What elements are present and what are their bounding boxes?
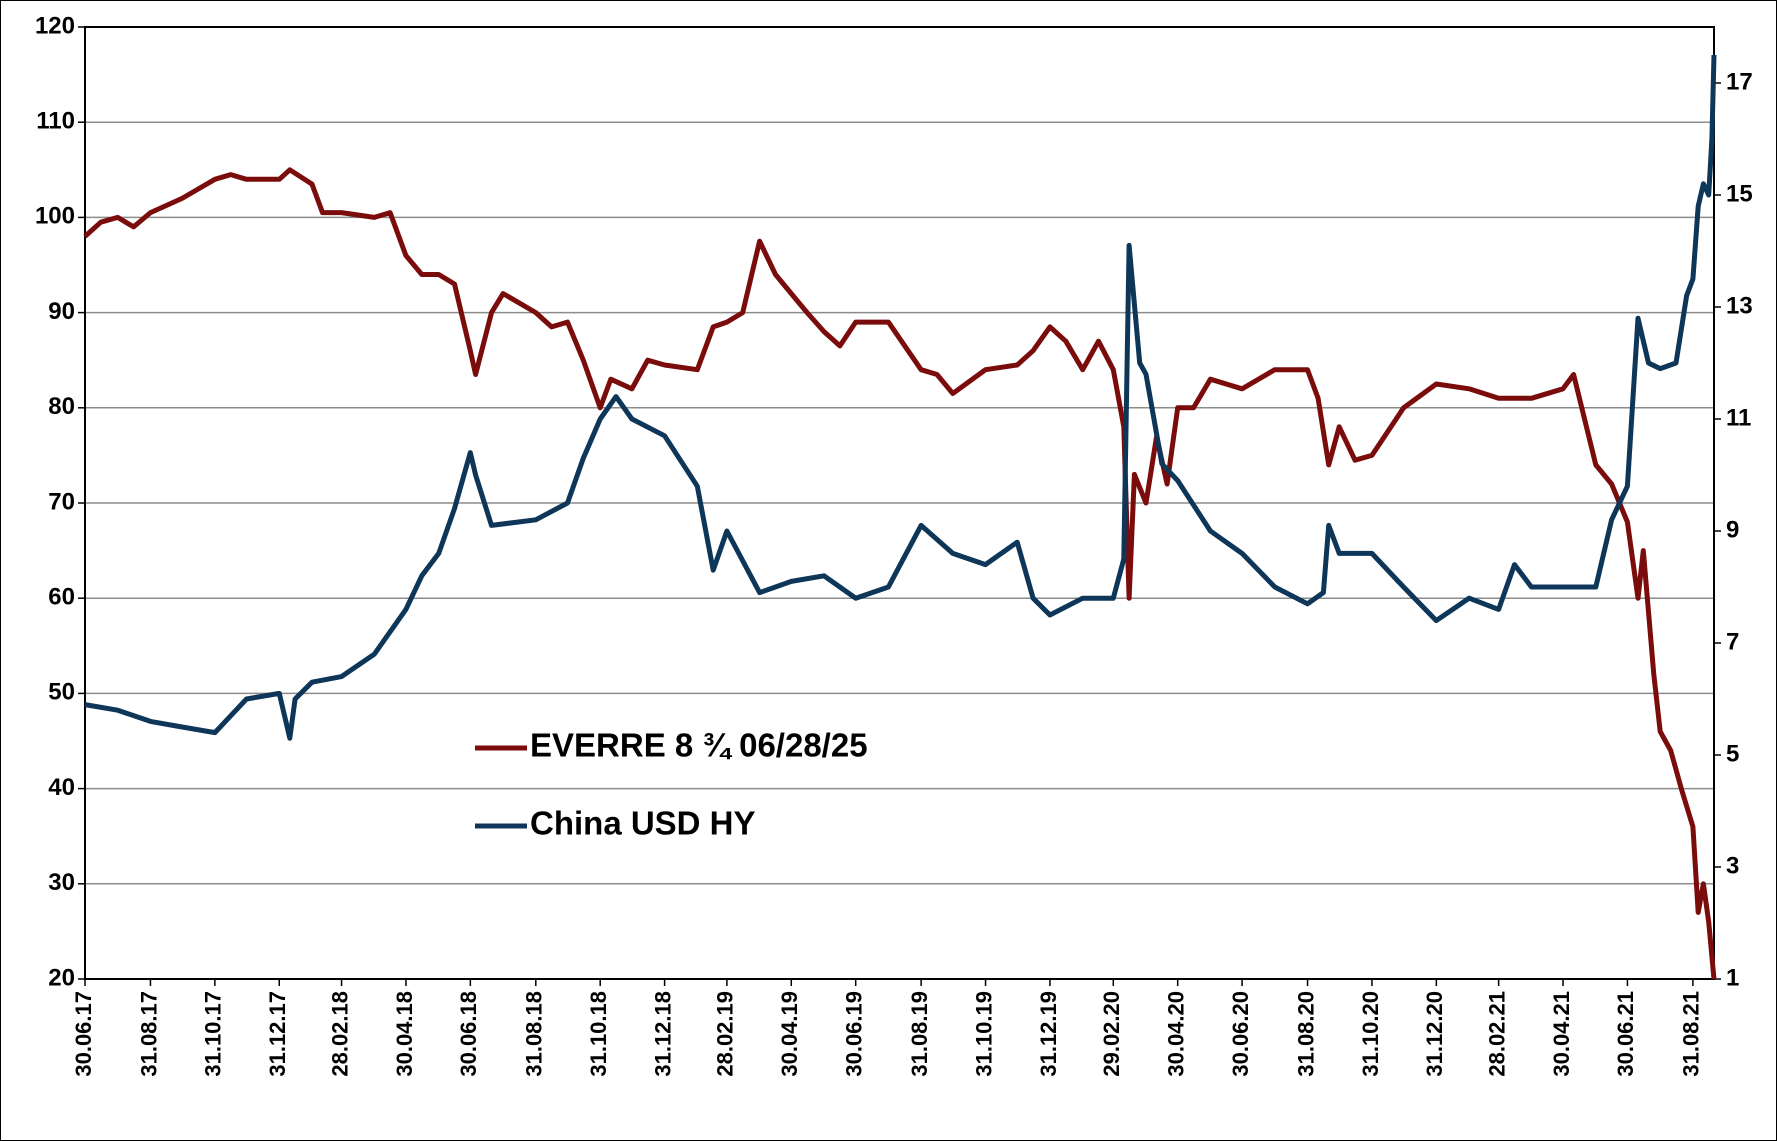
y2-tick-label: 1 [1726, 964, 1739, 991]
y-tick-label: 90 [48, 298, 75, 325]
x-tick-label: 28.02.19 [713, 991, 738, 1077]
x-tick-label: 31.12.18 [650, 991, 675, 1077]
x-tick-label: 29.02.20 [1099, 991, 1124, 1077]
x-tick-label: 31.08.21 [1679, 991, 1704, 1077]
series-line [84, 54, 1717, 741]
x-tick-label: 30.06.17 [71, 991, 96, 1077]
legend-label: EVERRE 8 ¾ 06/28/25 [530, 727, 868, 764]
x-tick-label: 30.04.21 [1549, 991, 1574, 1077]
x-tick-label: 31.12.20 [1422, 991, 1447, 1077]
x-tick-label: 31.08.18 [522, 991, 547, 1077]
x-tick-label: 30.04.18 [392, 991, 417, 1077]
y-tick-label: 30 [48, 869, 75, 896]
x-tick-label: 30.04.19 [777, 991, 802, 1077]
y-tick-label: 50 [48, 679, 75, 706]
y-tick-label: 60 [48, 584, 75, 611]
series-line [83, 167, 1717, 980]
y2-tick-label: 7 [1726, 628, 1739, 655]
y2-tick-label: 11 [1726, 404, 1751, 431]
y2-tick-label: 13 [1726, 292, 1753, 319]
x-tick-label: 30.06.18 [456, 991, 481, 1077]
y-tick-label: 40 [48, 774, 75, 801]
x-tick-label: 31.10.18 [586, 991, 611, 1077]
x-tick-label: 28.02.18 [327, 991, 352, 1077]
plot-border [84, 26, 1715, 980]
x-tick-label: 30.06.20 [1228, 991, 1253, 1077]
y2-tick-label: 15 [1726, 180, 1753, 207]
x-tick-label: 31.08.20 [1293, 991, 1318, 1077]
x-tick-label: 31.12.19 [1036, 991, 1061, 1077]
y2-tick-label: 3 [1726, 852, 1739, 879]
x-tick-label: 31.10.19 [971, 991, 996, 1077]
x-tick-label: 28.02.21 [1484, 991, 1509, 1077]
x-tick-label: 31.12.17 [265, 991, 290, 1077]
y-tick-label: 80 [48, 393, 75, 420]
y-tick-label: 100 [35, 203, 75, 230]
x-tick-label: 30.06.21 [1613, 991, 1638, 1077]
x-tick-label: 31.08.19 [907, 991, 932, 1077]
x-tick-label: 31.08.17 [136, 991, 161, 1077]
x-tick-label: 30.04.20 [1163, 991, 1188, 1077]
y-tick-label: 120 [35, 12, 75, 39]
x-tick-label: 30.06.19 [841, 991, 866, 1077]
y-tick-label: 20 [48, 964, 75, 991]
y-tick-label: 70 [48, 488, 75, 515]
x-tick-label: 31.10.17 [201, 991, 226, 1077]
y2-tick-label: 5 [1726, 740, 1739, 767]
x-tick-label: 31.10.20 [1358, 991, 1383, 1077]
y2-tick-label: 17 [1726, 68, 1753, 95]
legend-label: China USD HY [530, 805, 756, 842]
y-tick-label: 110 [36, 108, 75, 135]
y2-tick-label: 9 [1726, 516, 1739, 543]
